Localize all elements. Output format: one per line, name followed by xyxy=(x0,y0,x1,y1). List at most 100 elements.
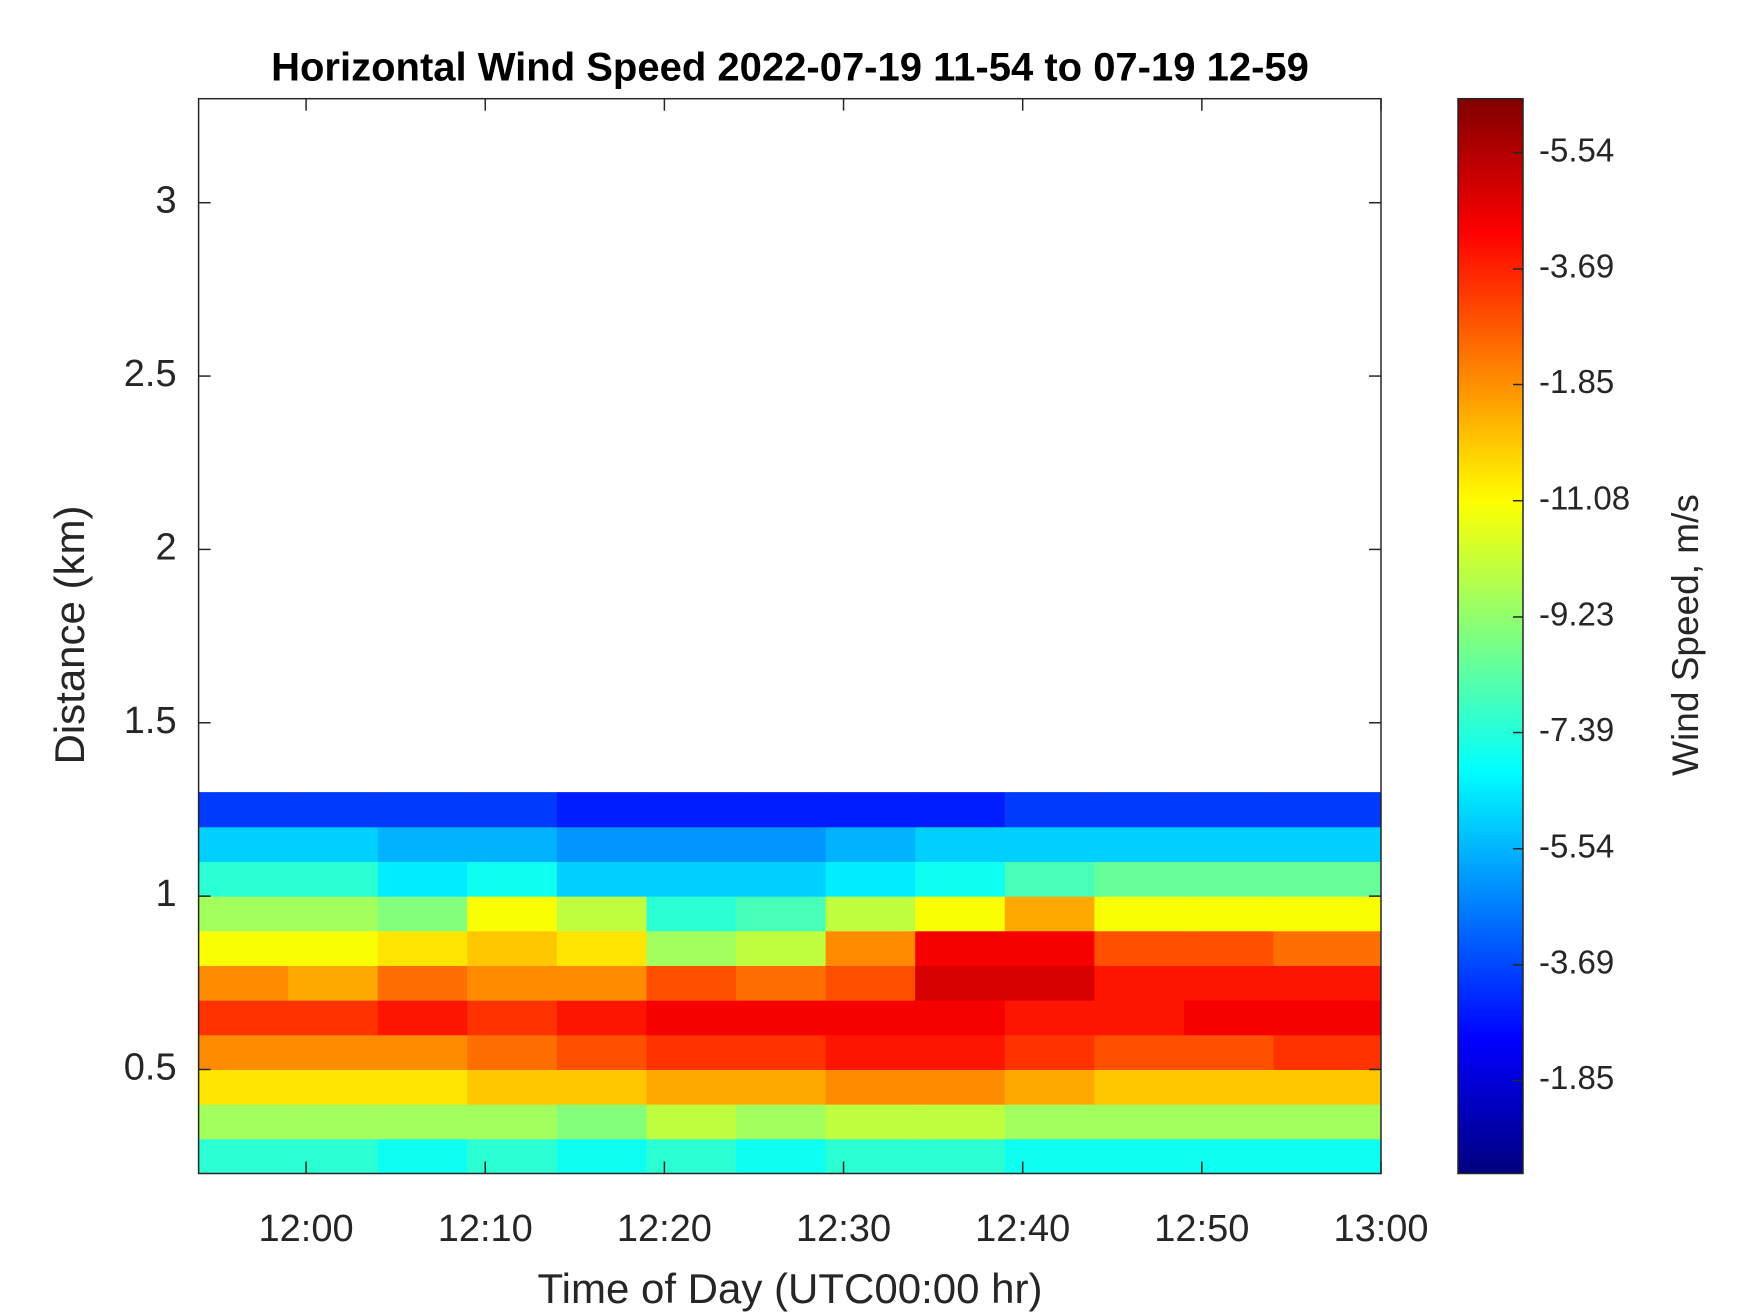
heatmap-cell xyxy=(198,1138,289,1174)
heatmap-cell xyxy=(1183,861,1275,897)
heatmap-cell xyxy=(736,965,827,1001)
y-tick-label: 2.5 xyxy=(124,353,177,395)
heatmap-cell xyxy=(825,896,916,932)
heatmap-cell xyxy=(1183,1104,1275,1140)
heatmap-cell xyxy=(736,1034,827,1070)
heatmap-cell xyxy=(1273,965,1382,1001)
heatmap-cell xyxy=(377,861,468,897)
heatmap-cell xyxy=(1183,965,1275,1001)
y-tick-label: 1 xyxy=(155,873,176,915)
heatmap-cell xyxy=(377,896,468,932)
heatmap-cell xyxy=(1094,1138,1185,1174)
colorbar-tick-label: -5.54 xyxy=(1539,131,1614,168)
heatmap-cell xyxy=(1273,792,1382,828)
heatmap-cell xyxy=(646,1138,737,1174)
x-tick-label: 12:50 xyxy=(1154,1208,1249,1250)
heatmap-cell xyxy=(646,826,737,862)
heatmap-cell xyxy=(736,826,827,862)
heatmap-cell xyxy=(1004,896,1095,932)
heatmap-cell xyxy=(198,826,289,862)
heatmap-cell xyxy=(467,1000,558,1036)
heatmap-cell xyxy=(1183,1138,1275,1174)
colorbar-tick-label: -3.69 xyxy=(1539,248,1614,285)
heatmap-cell xyxy=(467,861,558,897)
x-tick-label: 12:10 xyxy=(438,1208,533,1250)
heatmap-cell xyxy=(736,930,827,966)
colorbar-label: Wind Speed, m/s xyxy=(1665,494,1706,776)
heatmap-cell xyxy=(736,1069,827,1105)
heatmap-cell xyxy=(825,1104,916,1140)
heatmap-cell xyxy=(1273,896,1382,932)
heatmap-cell xyxy=(1004,1000,1095,1036)
heatmap-cell xyxy=(915,1000,1006,1036)
heatmap-cell xyxy=(467,930,558,966)
heatmap-cell xyxy=(1004,930,1095,966)
heatmap-cell xyxy=(556,1138,647,1174)
heatmap-cell xyxy=(377,930,468,966)
heatmap-cell xyxy=(1183,1000,1275,1036)
heatmap-cell xyxy=(377,1138,468,1174)
heatmap-cell xyxy=(915,930,1006,966)
heatmap-cell xyxy=(646,792,737,828)
y-tick-label: 3 xyxy=(155,180,176,222)
heatmap-cell xyxy=(736,1138,827,1174)
colorbar-tick-label: -9.23 xyxy=(1539,596,1614,633)
heatmap-cell xyxy=(825,1000,916,1036)
heatmap-cell xyxy=(467,826,558,862)
x-tick-label: 12:00 xyxy=(259,1208,354,1250)
heatmap-cell xyxy=(1273,1138,1382,1174)
axes xyxy=(197,97,1382,1175)
heatmap-cell xyxy=(288,1104,379,1140)
heatmap-cell xyxy=(736,1104,827,1140)
heatmap-cell xyxy=(556,896,647,932)
heatmap-cell xyxy=(377,792,468,828)
heatmap-cell xyxy=(1183,826,1275,862)
heatmap-cell xyxy=(556,965,647,1001)
heatmap-cell xyxy=(198,896,289,932)
heatmap-cell xyxy=(288,826,379,862)
heatmap-cell xyxy=(467,896,558,932)
heatmap-cell xyxy=(915,1069,1006,1105)
heatmap-cell xyxy=(288,930,379,966)
colorbar-tick-label: -1.85 xyxy=(1539,1059,1614,1096)
heatmap-cell xyxy=(288,896,379,932)
heatmap-cell xyxy=(1004,861,1095,897)
heatmap-cell xyxy=(377,965,468,1001)
heatmap-cell xyxy=(646,1000,737,1036)
heatmap-cell xyxy=(736,1000,827,1036)
heatmap-cell xyxy=(825,1034,916,1070)
heatmap-cell xyxy=(1183,792,1275,828)
heatmap-cell xyxy=(198,1104,289,1140)
heatmap-cell xyxy=(1273,826,1382,862)
heatmap-cell xyxy=(736,792,827,828)
colorbar-tick-label: -5.54 xyxy=(1539,827,1614,864)
heatmap-cell xyxy=(736,896,827,932)
heatmap-cell xyxy=(377,826,468,862)
heatmap-cell xyxy=(556,792,647,828)
colorbar xyxy=(1457,97,1524,1175)
heatmap-cell xyxy=(288,792,379,828)
heatmap-cell xyxy=(825,826,916,862)
heatmap-cell xyxy=(825,861,916,897)
heatmap-cell xyxy=(1094,861,1185,897)
colorbar-tick-label: -3.69 xyxy=(1539,944,1614,981)
heatmap-cell xyxy=(1183,930,1275,966)
heatmap-cell xyxy=(467,1034,558,1070)
heatmap-cell xyxy=(915,826,1006,862)
heatmap-cell xyxy=(288,861,379,897)
heatmap-cell xyxy=(467,1069,558,1105)
heatmap-cell xyxy=(1273,1069,1382,1105)
heatmap-cell xyxy=(1004,792,1095,828)
plot-frame xyxy=(197,97,1382,1175)
heatmap-cell xyxy=(467,792,558,828)
heatmap xyxy=(198,792,1382,1174)
heatmap-cell xyxy=(556,1000,647,1036)
heatmap-cell xyxy=(556,1104,647,1140)
heatmap-cell xyxy=(646,861,737,897)
heatmap-cell xyxy=(1273,930,1382,966)
heatmap-cell xyxy=(288,965,379,1001)
heatmap-cell xyxy=(288,1034,379,1070)
x-tick-label: 13:00 xyxy=(1333,1208,1428,1250)
heatmap-cell xyxy=(1094,1069,1185,1105)
heatmap-cell xyxy=(467,1138,558,1174)
